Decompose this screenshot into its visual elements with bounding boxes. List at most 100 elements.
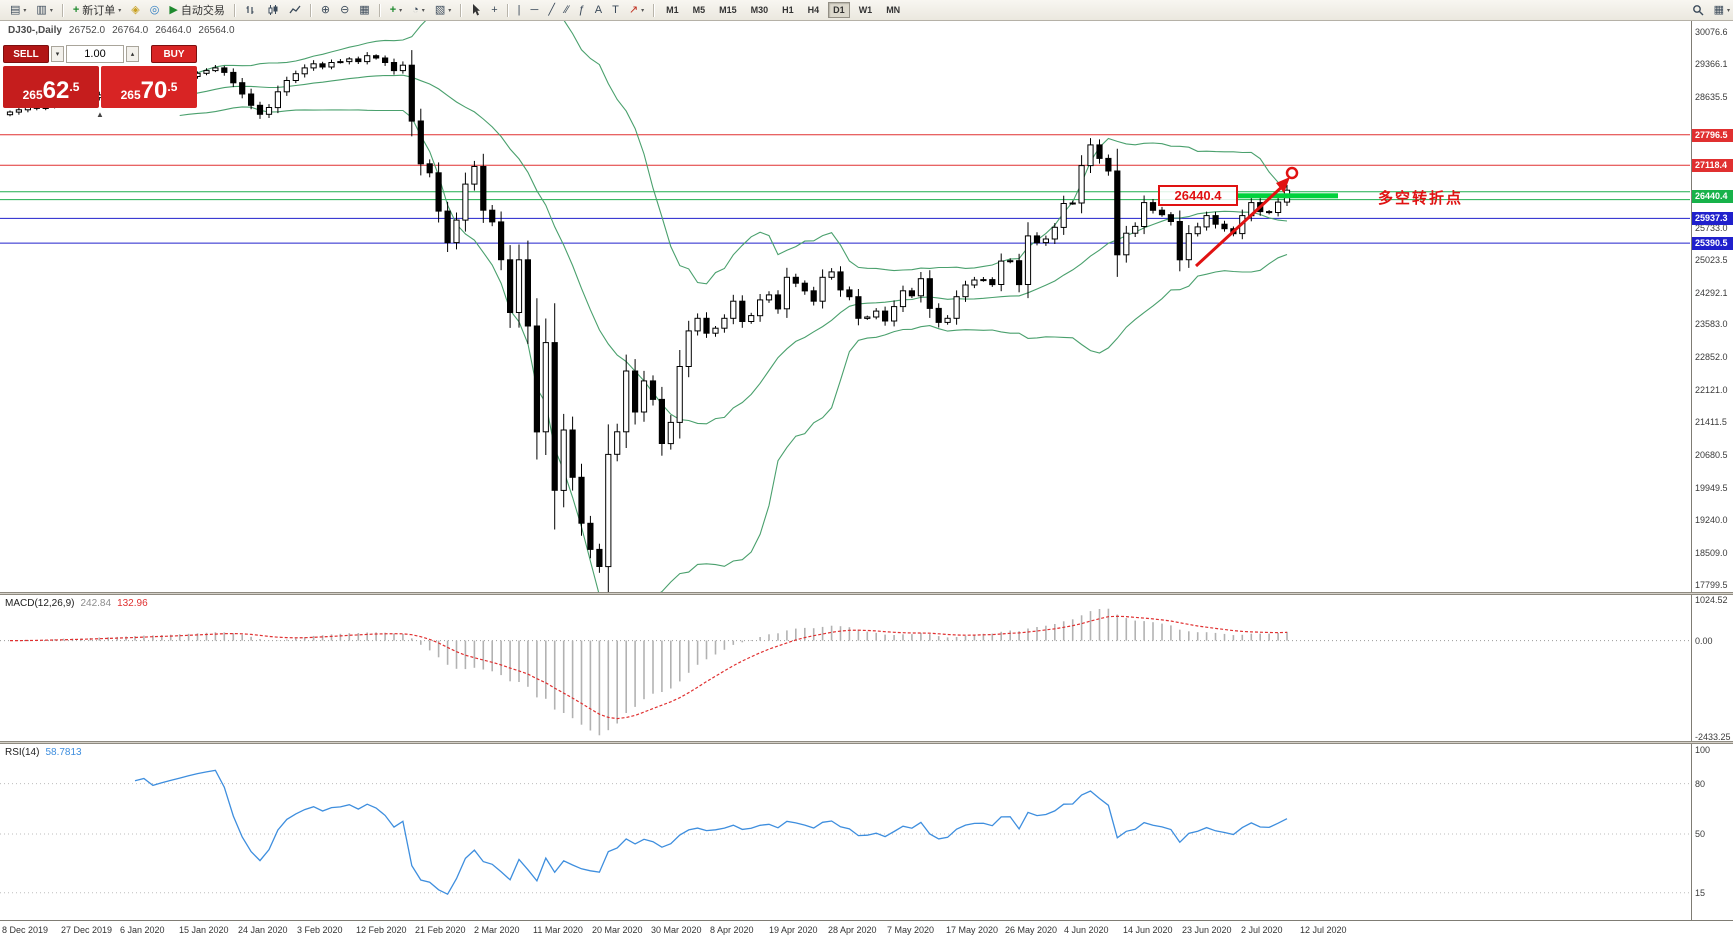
price-axis-label: 24292.1 <box>1695 287 1728 298</box>
crosshair-icon: + <box>491 3 498 16</box>
macd-axis-label: 1024.52 <box>1695 595 1728 605</box>
zoom-out-icon: ⊖ <box>340 3 350 16</box>
toolbar-separator <box>378 3 381 17</box>
fibonacci-icon: ƒ <box>578 3 585 16</box>
layout-icon: ▦ <box>1713 3 1724 16</box>
timeframe-button-m30[interactable]: M30 <box>750 5 769 15</box>
price-axis-label: 25023.5 <box>1695 254 1728 265</box>
new-chart-button[interactable]: ▤ ▾ <box>6 3 30 18</box>
price-axis-label: 22121.0 <box>1695 385 1728 396</box>
tile-windows-button[interactable]: ▦ <box>355 3 373 18</box>
text-icon: A <box>594 3 603 16</box>
templates-button[interactable]: ▧ ▾ <box>431 3 455 18</box>
fibonacci-tool[interactable]: ƒ <box>575 3 589 18</box>
date-axis-label: 12 Jul 2020 <box>1300 925 1347 935</box>
line-chart-button[interactable] <box>285 2 305 18</box>
price-axis-label: 23583.0 <box>1695 319 1728 330</box>
trade-panel-collapse-toggle[interactable]: ▲ <box>96 110 104 119</box>
profiles-icon: ▥ <box>36 3 47 16</box>
panel-splitter[interactable] <box>0 741 1733 744</box>
price-axis-label: 29366.1 <box>1695 59 1728 69</box>
crosshair-button[interactable]: + <box>487 3 501 18</box>
rsi-axis-label: 100 <box>1695 745 1711 755</box>
volume-increase-button[interactable]: ▴ <box>126 46 139 62</box>
price-axis-label: 21411.5 <box>1695 417 1727 428</box>
trendline-tool[interactable]: ╱ <box>544 3 559 18</box>
new-order-label: 新订单 <box>82 5 116 17</box>
price-axis-label: 20680.5 <box>1695 450 1728 461</box>
volume-input[interactable] <box>66 45 124 63</box>
rsi-line <box>134 769 1288 896</box>
macd-value: 242.84 <box>80 598 112 609</box>
timeframe-button-d1[interactable]: D1 <box>828 2 850 18</box>
search-button[interactable] <box>1688 2 1708 18</box>
panel-splitter[interactable] <box>0 592 1733 595</box>
low-value: 26464.0 <box>155 25 192 36</box>
trend-arrow[interactable] <box>1194 166 1299 268</box>
macd-signal-line <box>10 615 1288 720</box>
timeframe-button-w1[interactable]: W1 <box>858 5 873 15</box>
sell-price-prefix: 265 <box>22 88 43 102</box>
date-axis-label: 6 Jan 2020 <box>120 925 165 935</box>
timeframe-button-m15[interactable]: M15 <box>719 5 737 15</box>
price-tag-26440[interactable]: 26440.4 <box>1158 185 1238 206</box>
timeframe-button-h4[interactable]: H4 <box>807 5 820 15</box>
channel-tool[interactable]: ∕∕ <box>561 3 573 18</box>
sell-price-suffix: .5 <box>69 80 80 94</box>
date-axis-label: 27 Dec 2019 <box>61 925 113 935</box>
date-axis-label: 21 Feb 2020 <box>415 925 466 935</box>
price-axis-label: 25733.0 <box>1695 222 1728 233</box>
auto-trading-button[interactable]: ▶ 自动交易 <box>165 0 228 20</box>
new-order-button[interactable]: + 新订单 ▾ <box>69 0 125 20</box>
cursor-button[interactable] <box>467 2 485 18</box>
macd-panel-chart <box>0 608 1690 736</box>
date-axis-label: 8 Apr 2020 <box>710 925 754 935</box>
quick-trade-button[interactable]: ◈ <box>127 3 143 18</box>
zoom-out-button[interactable]: ⊖ <box>336 3 353 18</box>
vertical-line-tool[interactable]: | <box>514 3 525 18</box>
zoom-in-button[interactable]: ⊕ <box>317 3 334 18</box>
toolbar-separator <box>309 3 312 17</box>
timeframe-button-mn[interactable]: MN <box>886 5 901 15</box>
periods-button[interactable]: ◔ ▾ <box>408 3 429 18</box>
date-axis-label: 20 Mar 2020 <box>592 925 643 935</box>
refresh-button[interactable]: ◎ <box>146 3 164 18</box>
candlestick-chart-button[interactable] <box>263 2 283 18</box>
zoom-in-icon: ⊕ <box>320 3 331 16</box>
date-axis-label: 7 May 2020 <box>887 925 935 935</box>
support-zone-thick-line[interactable] <box>1238 193 1338 199</box>
high-value: 26764.0 <box>112 25 149 36</box>
chart-title: DJ30-,Daily 26752.0 26764.0 26464.0 2656… <box>8 25 235 36</box>
volume-decrease-button[interactable]: ▾ <box>51 46 64 62</box>
horizontal-line-tool[interactable]: ─ <box>527 3 543 18</box>
periods-icon: ◔ <box>412 3 419 16</box>
date-axis-separator <box>0 920 1733 921</box>
timeframe-button-m5[interactable]: M5 <box>692 5 706 15</box>
timeframe-button-h1[interactable]: H1 <box>782 5 794 15</box>
timeframe-button-m1[interactable]: M1 <box>666 5 679 15</box>
sell-button[interactable]: SELL <box>3 45 49 63</box>
sell-price-tile[interactable]: 265 62.5 <box>3 66 99 108</box>
macd-axis-label: 0.00 <box>1695 635 1713 646</box>
date-axis-label: 2 Jul 2020 <box>1241 925 1283 935</box>
date-axis[interactable]: 8 Dec 2019 27 Dec 2019 6 Jan 2020 15 Jan 20… <box>0 922 1690 946</box>
auto-trading-label: 自动交易 <box>180 5 225 17</box>
arrows-tool[interactable]: ↗ ▾ <box>625 3 648 18</box>
toolbar-separator <box>61 3 64 17</box>
toolbar-separator <box>653 3 656 17</box>
buy-price-tile[interactable]: 265 70.5 <box>101 66 197 108</box>
bar-chart-button[interactable] <box>241 2 261 18</box>
price-axis-label: 18509.0 <box>1695 548 1728 559</box>
rsi-axis-label: 15 <box>1695 887 1706 898</box>
price-axis-label: 22852.0 <box>1695 352 1728 363</box>
price-level-badge: 26440.4 <box>1692 189 1733 203</box>
layout-button[interactable]: ▦ ▾ <box>1710 3 1733 18</box>
profiles-button[interactable]: ▥ ▾ <box>32 3 56 18</box>
price-axis[interactable]: 30076.6 29366.1 28635.5 25733.0 25023.5 24292… <box>1691 20 1733 920</box>
price-axis-label: 30076.6 <box>1695 27 1728 37</box>
text-label-tool[interactable]: T <box>608 3 623 18</box>
text-tool[interactable]: A <box>591 3 606 18</box>
indicators-button[interactable]: + ▾ <box>386 3 406 18</box>
buy-button[interactable]: BUY <box>151 45 197 63</box>
